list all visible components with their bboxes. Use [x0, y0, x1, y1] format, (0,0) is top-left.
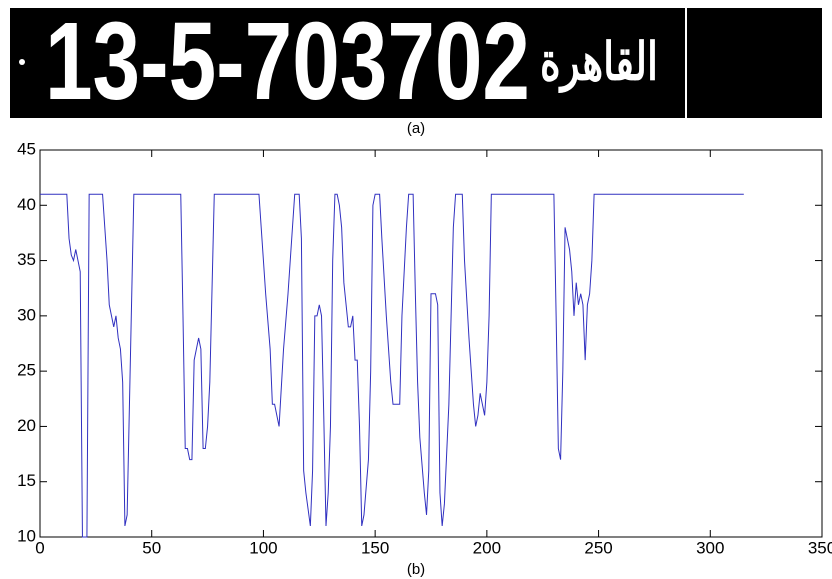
axes-box — [39, 149, 823, 538]
plate-number: 13-5-703702 — [45, 0, 530, 123]
plate-region: القاهرة — [540, 34, 658, 94]
x-tick-label: 100 — [249, 538, 277, 557]
y-tick-label: 35 — [17, 250, 36, 269]
caption-b: (b) — [407, 561, 425, 578]
plate-dot — [19, 59, 25, 65]
caption-a: (a) — [407, 120, 425, 137]
x-tick-label: 200 — [473, 538, 501, 557]
y-tick-label: 30 — [17, 305, 36, 324]
y-tick-label: 25 — [17, 361, 36, 380]
x-tick-label: 350 — [808, 538, 832, 557]
x-tick-label: 0 — [35, 538, 44, 557]
y-tick-label: 40 — [17, 195, 36, 214]
x-tick-label: 250 — [584, 538, 612, 557]
y-tick-label: 20 — [17, 416, 36, 435]
x-tick-label: 50 — [142, 538, 161, 557]
x-tick-label: 300 — [696, 538, 724, 557]
y-tick-label: 10 — [17, 526, 36, 545]
y-tick-label: 45 — [17, 139, 36, 158]
data-line — [40, 193, 744, 538]
y-tick-label: 15 — [17, 471, 36, 490]
x-tick-label: 150 — [361, 538, 389, 557]
